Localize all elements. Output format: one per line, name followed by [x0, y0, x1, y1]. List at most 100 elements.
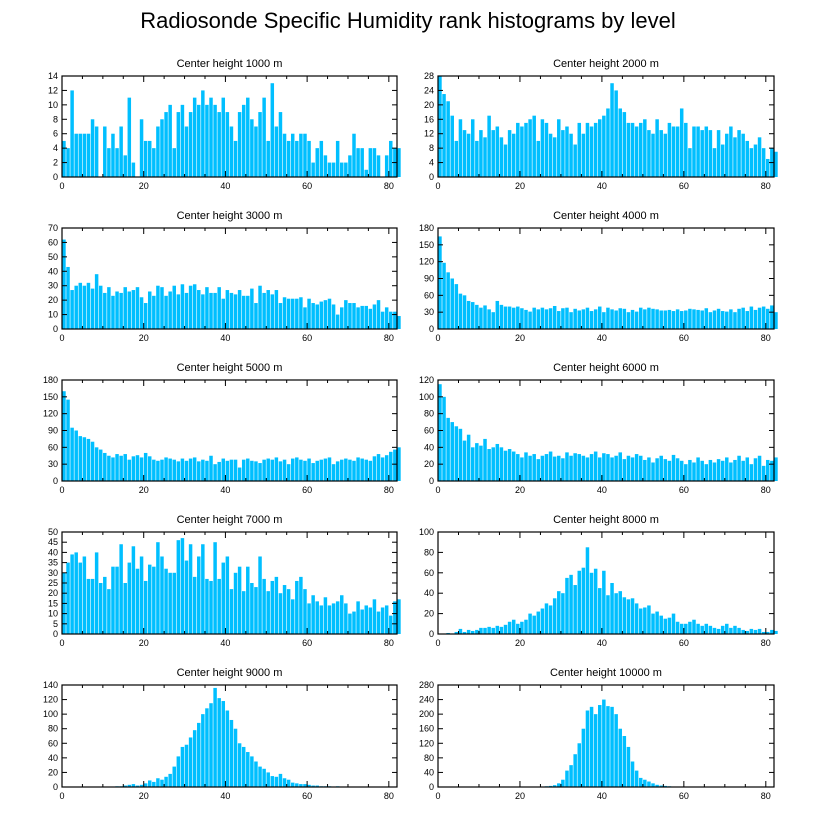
x-tick-label: 80 [384, 791, 394, 801]
panel-title: Center height 2000 m [553, 58, 659, 70]
histogram-bar [197, 290, 201, 329]
histogram-bar [319, 459, 324, 481]
histogram-bar [123, 785, 127, 787]
histogram-bar [757, 307, 762, 329]
histogram-bar [131, 784, 136, 787]
histogram-bar [700, 625, 704, 634]
histogram-bar [119, 544, 123, 634]
histogram-bar [524, 452, 528, 481]
histogram-bar [295, 298, 299, 329]
x-tick-label: 80 [384, 333, 394, 343]
y-tick-label: 60 [424, 426, 434, 436]
histogram-bar [217, 287, 221, 329]
histogram-bar [716, 459, 721, 481]
histogram-bar [315, 460, 319, 481]
y-tick-label: 12 [424, 129, 434, 139]
histogram-bar [303, 460, 307, 481]
histogram-bar [107, 455, 111, 481]
histogram-bar [135, 287, 140, 329]
histogram-bar [573, 453, 577, 481]
histogram-bar [111, 295, 115, 329]
histogram-bar [192, 730, 197, 787]
histogram-bar [540, 608, 545, 634]
histogram-bar [679, 311, 684, 329]
y-tick-label: 60 [48, 237, 58, 247]
histogram-bar [667, 617, 672, 634]
histogram-bar [111, 457, 115, 481]
histogram-bar [327, 457, 332, 481]
plot-frame [61, 227, 398, 330]
histogram-bar [66, 399, 70, 481]
histogram-bar [761, 306, 766, 329]
panel-title: Center height 9000 m [177, 667, 283, 679]
histogram-bar [442, 262, 446, 329]
histogram-bar [74, 552, 78, 634]
histogram-bar [470, 302, 475, 329]
histogram-bar [618, 452, 622, 481]
y-tick-label: 15 [48, 598, 58, 608]
histogram-bar [602, 699, 606, 787]
histogram-bar [491, 627, 495, 634]
y-tick-label: 0 [53, 172, 58, 182]
histogram-bar [376, 611, 381, 634]
histogram-bar [135, 455, 140, 481]
histogram-bar [507, 449, 512, 481]
histogram-bar [197, 104, 201, 177]
histogram-bar [184, 744, 189, 787]
x-tick-label: 60 [302, 638, 312, 648]
histogram-bar [725, 311, 729, 329]
histogram-bar [688, 148, 692, 177]
x-tick-label: 20 [515, 333, 525, 343]
histogram-bar [372, 456, 377, 481]
histogram-bar [307, 603, 311, 634]
histogram-bar [704, 308, 709, 329]
histogram-bar [282, 778, 287, 787]
histogram-bar [479, 130, 483, 177]
histogram-bar [94, 274, 99, 329]
histogram-bar [266, 591, 270, 634]
y-tick-label: 90 [424, 274, 434, 284]
histogram-bar [716, 308, 721, 329]
y-tick-label: 150 [43, 392, 58, 402]
x-tick-label: 20 [515, 181, 525, 191]
histogram-bar [585, 307, 590, 329]
histogram-bar [282, 585, 287, 634]
y-tick-label: 40 [48, 753, 58, 763]
y-tick-label: 70 [48, 223, 58, 233]
histogram-bar [250, 288, 254, 329]
histogram-bar [274, 776, 279, 787]
histogram-bar [180, 104, 185, 177]
histogram-bar [557, 455, 561, 481]
histogram-bar [499, 447, 504, 481]
histogram-panel: Center height 4000 m 0 30 60 90 120 150 180 0 20 4… [419, 210, 778, 343]
histogram-bar [651, 133, 655, 177]
histogram-bar [266, 290, 270, 329]
histogram-bar [156, 542, 160, 634]
histogram-bar [458, 293, 463, 329]
histogram-bar [700, 310, 704, 329]
histogram-bar [569, 133, 573, 177]
histogram-bar [299, 784, 303, 787]
histogram-bar [315, 148, 319, 177]
y-tick-label: 240 [419, 695, 434, 705]
histogram-bar [111, 566, 115, 634]
histogram-bar [528, 455, 532, 481]
histogram-bar [557, 119, 561, 177]
histogram-bar [696, 309, 700, 329]
histogram-bar [720, 625, 725, 634]
y-tick-label: 40 [424, 442, 434, 452]
histogram-bar [454, 426, 459, 481]
panel-title: Center height 1000 m [177, 58, 283, 70]
histogram-bar [254, 303, 258, 329]
histogram-bar [364, 459, 369, 481]
histogram-bar [766, 459, 770, 481]
histogram-bar [119, 292, 123, 329]
histogram-bar [344, 458, 348, 481]
histogram-bar [176, 461, 181, 481]
histogram-bar [62, 391, 66, 481]
histogram-bar [335, 461, 340, 481]
histogram-bar [176, 112, 181, 177]
histogram-bar [209, 97, 213, 177]
histogram-bar [610, 309, 614, 329]
histogram-bar [156, 460, 160, 481]
